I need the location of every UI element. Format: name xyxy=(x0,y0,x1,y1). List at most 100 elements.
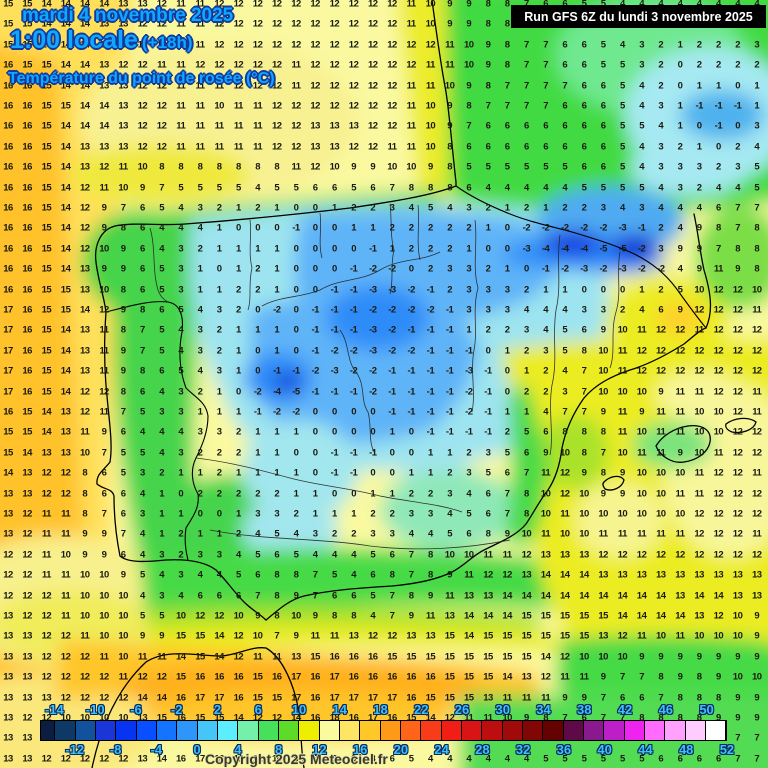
colorbar-label: 32 xyxy=(516,742,530,757)
grid-value: 5 xyxy=(543,753,548,764)
grid-value: 6 xyxy=(601,100,606,111)
grid-value: 6 xyxy=(543,427,548,438)
grid-value: 5 xyxy=(601,59,606,70)
title-time: 1:00 locale xyxy=(10,26,138,55)
grid-value: 7 xyxy=(620,712,625,723)
grid-value: 12 xyxy=(80,223,90,234)
grid-value: 3 xyxy=(639,39,644,50)
grid-value: 9 xyxy=(601,325,606,336)
grid-value: 1 xyxy=(217,529,222,540)
grid-value: 15 xyxy=(3,447,13,458)
grid-value: 12 xyxy=(138,59,148,70)
grid-value: 15 xyxy=(195,631,205,642)
grid-value: 12 xyxy=(138,80,148,91)
grid-value: 3 xyxy=(390,202,395,213)
grid-value: 12 xyxy=(560,467,570,478)
grid-value: 6 xyxy=(390,549,395,560)
grid-value: 8 xyxy=(582,427,587,438)
grid-value: 10 xyxy=(752,284,762,295)
grid-value: 15 xyxy=(387,651,397,662)
grid-value: 5 xyxy=(601,39,606,50)
grid-value: 5 xyxy=(620,161,625,172)
grid-value: -4 xyxy=(273,386,281,397)
grid-value: 16 xyxy=(176,753,186,764)
colorbar-label: 46 xyxy=(659,702,673,717)
grid-value: -2 xyxy=(407,284,415,295)
grid-value: 8 xyxy=(486,0,491,9)
grid-value: 11 xyxy=(675,427,685,438)
grid-value: 10 xyxy=(253,631,263,642)
grid-value: 0 xyxy=(255,223,260,234)
grid-value: 7 xyxy=(255,590,260,601)
grid-value: -3 xyxy=(580,263,588,274)
grid-value: 2 xyxy=(524,345,529,356)
grid-value: 10 xyxy=(522,529,532,540)
colorbar-cell xyxy=(563,721,584,740)
grid-value: 3 xyxy=(678,182,683,193)
grid-value: 9 xyxy=(332,753,337,764)
grid-value: 9 xyxy=(697,223,702,234)
grid-value: 4 xyxy=(140,488,145,499)
grid-value: 2 xyxy=(562,202,567,213)
grid-value: 11 xyxy=(176,39,186,50)
grid-value: -1 xyxy=(331,325,339,336)
grid-value: 16 xyxy=(272,671,282,682)
grid-value: 3 xyxy=(505,304,510,315)
grid-value: 12 xyxy=(752,325,762,336)
grid-value: 12 xyxy=(368,39,378,50)
grid-value: 9 xyxy=(754,712,759,723)
grid-value: 4 xyxy=(178,223,183,234)
grid-value: -1 xyxy=(484,365,492,376)
grid-value: 13 xyxy=(118,0,128,9)
grid-value: 7 xyxy=(121,406,126,417)
colorbar-label: 52 xyxy=(720,742,734,757)
grid-value: 5 xyxy=(582,0,587,9)
grid-value: 7 xyxy=(754,753,759,764)
colorbar-cell xyxy=(665,721,686,740)
grid-value: 1 xyxy=(370,223,375,234)
grid-value: 13 xyxy=(61,447,71,458)
grid-value: -1 xyxy=(273,365,281,376)
grid-value: 15 xyxy=(42,345,52,356)
grid-value: 11 xyxy=(483,549,493,560)
grid-value: 11 xyxy=(464,712,474,723)
grid-value: 17 xyxy=(3,365,13,376)
grid-value: 3 xyxy=(639,59,644,70)
grid-value: 12 xyxy=(656,549,666,560)
grid-value: 15 xyxy=(3,427,13,438)
grid-value: 15 xyxy=(42,284,52,295)
grid-value: 2 xyxy=(658,284,663,295)
grid-value: 15 xyxy=(176,671,186,682)
grid-value: 12 xyxy=(752,447,762,458)
grid-value: 4 xyxy=(466,488,471,499)
grid-value: 15 xyxy=(42,80,52,91)
grid-value: 3 xyxy=(735,161,740,172)
grid-value: 12 xyxy=(637,365,647,376)
grid-value: 1 xyxy=(466,243,471,254)
grid-value: 3 xyxy=(198,202,203,213)
grid-value: 13 xyxy=(42,692,52,703)
grid-value: 0 xyxy=(313,467,318,478)
grid-value: 12 xyxy=(214,0,224,9)
grid-value: 6 xyxy=(582,100,587,111)
grid-value: 2 xyxy=(658,59,663,70)
grid-value: 9 xyxy=(582,467,587,478)
grid-value: 15 xyxy=(176,631,186,642)
grid-value: 6 xyxy=(658,304,663,315)
grid-value: 15 xyxy=(61,304,71,315)
grid-value: 2 xyxy=(390,508,395,519)
grid-value: 0 xyxy=(505,386,510,397)
grid-value: 6 xyxy=(582,121,587,132)
grid-value: 4 xyxy=(754,0,759,9)
grid-value: 12 xyxy=(138,19,148,30)
grid-value: 9 xyxy=(543,447,548,458)
grid-value: 9 xyxy=(601,488,606,499)
grid-value: 8 xyxy=(678,712,683,723)
colorbar-cell xyxy=(604,721,625,740)
grid-value: -1 xyxy=(427,406,435,417)
grid-value: 7 xyxy=(505,508,510,519)
grid-value: 3 xyxy=(524,325,529,336)
grid-value: 12 xyxy=(656,345,666,356)
grid-value: -1 xyxy=(427,386,435,397)
